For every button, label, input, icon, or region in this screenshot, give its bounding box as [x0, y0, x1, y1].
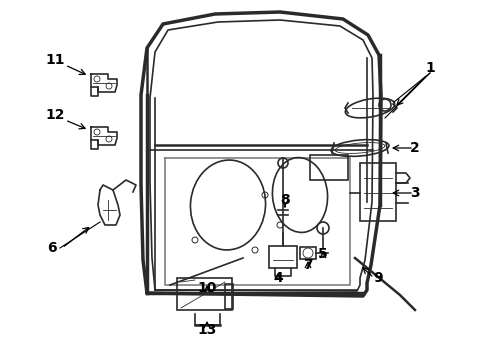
Text: 1: 1: [425, 61, 435, 75]
Text: 11: 11: [45, 53, 65, 67]
Text: 3: 3: [410, 186, 420, 200]
Text: 5: 5: [318, 247, 328, 261]
Text: 13: 13: [197, 323, 217, 337]
Bar: [360, 163, 396, 221]
Bar: [269, 246, 297, 268]
Text: 12: 12: [45, 108, 65, 122]
Text: 4: 4: [273, 271, 283, 285]
Text: 10: 10: [197, 281, 217, 295]
Text: 9: 9: [373, 271, 383, 285]
Text: 7: 7: [303, 258, 313, 272]
Bar: [177, 278, 232, 310]
Text: 6: 6: [47, 241, 57, 255]
Text: 2: 2: [410, 141, 420, 155]
Bar: [300, 247, 316, 259]
Text: 8: 8: [280, 193, 290, 207]
Bar: [225, 284, 233, 309]
Bar: [310, 155, 348, 180]
